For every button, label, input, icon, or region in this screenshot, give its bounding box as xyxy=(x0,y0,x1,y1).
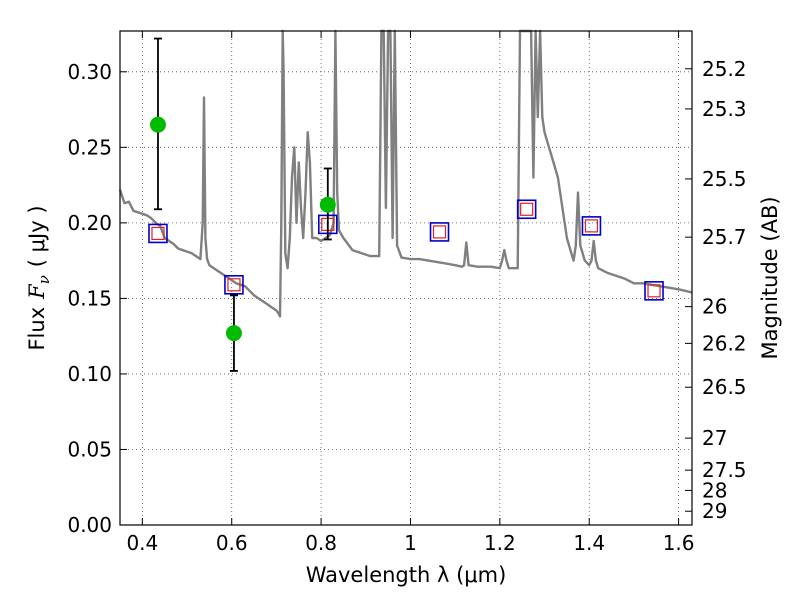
y-tick-label: 0.00 xyxy=(67,513,112,537)
tick-marks xyxy=(120,31,692,526)
y2-tick-label: 26.2 xyxy=(702,331,747,355)
y-axis-label-prefix: Flux xyxy=(25,307,49,351)
plot-frame xyxy=(119,30,693,526)
x-tick-label: 1.2 xyxy=(484,531,516,555)
y-axis-label-subscript: ν xyxy=(35,275,53,284)
observed-point xyxy=(225,325,242,342)
y2-tick-label: 25.7 xyxy=(702,225,747,249)
model-photometry-inner-square xyxy=(584,219,599,233)
y-axis-label: Flux Fν ( μJy ) xyxy=(25,205,53,350)
x-tick-label: 0.6 xyxy=(216,531,248,555)
y-tick-labels: 0.00 0.05 0.10 0.15 0.20 0.25 0.30 xyxy=(67,60,112,537)
x-tick-labels: 0.4 0.6 0.8 1 1.2 1.4 1.6 xyxy=(126,531,694,555)
x-tick-label: 1.4 xyxy=(573,531,605,555)
y2-tick-label: 25.2 xyxy=(702,57,747,81)
model-photometry-inner-square xyxy=(520,202,534,216)
model-photometry-inner-square xyxy=(432,225,447,239)
model-photometry-inner-square xyxy=(647,284,661,298)
y-tick-label: 0.20 xyxy=(67,211,112,235)
y-tick-label: 0.15 xyxy=(67,286,112,310)
y2-tick-label: 25.5 xyxy=(702,167,747,191)
model-photometry-square xyxy=(148,223,168,244)
y-tick-label: 0.10 xyxy=(67,362,112,386)
x-tick-label: 0.4 xyxy=(126,531,158,555)
observed-point xyxy=(319,196,336,213)
x-tick-label: 0.8 xyxy=(305,531,337,555)
y2-tick-label: 26.5 xyxy=(702,375,747,399)
model-photometry-points xyxy=(148,199,664,301)
y2-tick-label: 27 xyxy=(702,426,727,450)
y2-tick-label: 28 xyxy=(702,478,727,502)
y-tick-label: 0.30 xyxy=(67,60,112,84)
model-photometry-square xyxy=(516,199,537,220)
grid-lines xyxy=(120,31,692,526)
x-tick-label: 1.6 xyxy=(663,531,695,555)
y-tick-label: 0.25 xyxy=(67,135,112,159)
y-axis-label-symbol: F xyxy=(25,283,49,300)
y2-tick-label: 27.5 xyxy=(702,458,747,482)
model-spectrum-line xyxy=(118,29,693,318)
y-tick-label: 0.05 xyxy=(67,437,112,461)
model-photometry-square xyxy=(224,274,244,295)
observed-points xyxy=(149,116,336,342)
y2-tick-label: 29 xyxy=(702,499,727,523)
model-photometry-inner-square xyxy=(227,278,241,292)
y2-tick-label: 25.3 xyxy=(702,97,747,121)
y2-tick-label: 26 xyxy=(702,295,727,319)
observed-point xyxy=(149,116,166,133)
model-photometry-square xyxy=(429,222,450,242)
model-photometry-inner-square xyxy=(151,226,165,241)
model-photometry-square xyxy=(581,216,602,236)
y-axis-label-unit: ( μJy ) xyxy=(25,205,49,267)
model-photometry-square xyxy=(644,281,664,301)
y2-axis-label: Magnitude (AB) xyxy=(758,196,782,359)
model-spectrum xyxy=(118,29,693,318)
x-tick-label: 1 xyxy=(404,531,417,555)
x-axis-label: Wavelength λ (μm) xyxy=(306,563,507,587)
